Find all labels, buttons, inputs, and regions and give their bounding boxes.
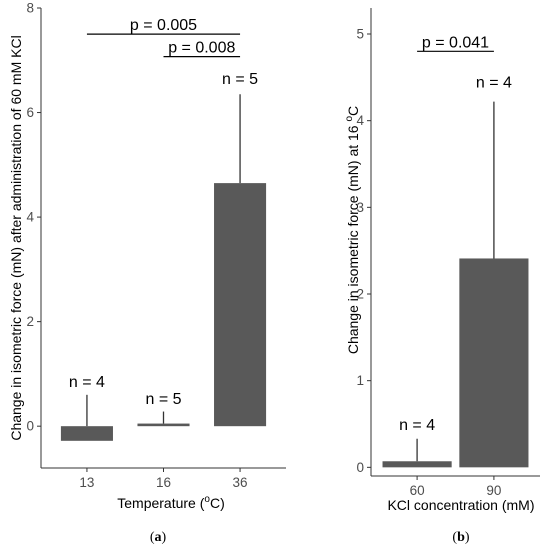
chart-b-x-tick-label: 60 (410, 483, 425, 498)
chart-b-n-label: n = 4 (476, 75, 512, 92)
chart-b-bar (382, 461, 452, 468)
chart-a-marks: 0 2 4 6 8 13 16 36 n = 4 n = 5 n = 5 p = 0.005 p = 0… (26, 1, 286, 490)
chart-b-y-tick-label: 2 (356, 287, 364, 302)
chart-a-significance-label: p = 0.008 (168, 40, 235, 57)
chart-b-y-axis-label-sup: o (344, 116, 355, 122)
chart-a-x-axis-label-sup: o (204, 494, 210, 505)
chart-a-bar (214, 183, 267, 427)
chart-b-y-axis-label-main: Change in isometric force (mN) at 16 (345, 122, 361, 355)
chart-a-x-tick-label: 13 (79, 475, 94, 490)
chart-a-n-label: n = 5 (145, 391, 181, 408)
chart-b-panel-caption: (b) (452, 530, 469, 545)
chart-b-y-tick-label: 4 (356, 113, 364, 128)
chart-b-n-label: n = 4 (399, 417, 435, 434)
chart-a-x-tick-label: 16 (156, 475, 171, 490)
chart-a-y-tick-label: 4 (26, 210, 34, 225)
chart-b-significance-label: p = 0.041 (422, 34, 489, 51)
chart-a-y-tick-label: 8 (26, 1, 34, 16)
chart-a-x-axis-label-main: Temperature ( (117, 495, 204, 511)
chart-b-marks: 0 1 2 3 4 5 60 90 n = 4 n = 4 p = 0.041 (356, 8, 540, 498)
chart-a-n-label: n = 5 (222, 71, 258, 88)
chart-b-y-tick-label: 5 (356, 27, 364, 42)
chart-a-y-tick-label: 6 (26, 105, 34, 120)
chart-b-y-tick-label: 0 (356, 460, 364, 475)
chart-a-panel-caption: (a) (150, 530, 167, 545)
chart-b-x-axis-label: KCl concentration (mM) (387, 497, 534, 513)
chart-b-bar (459, 258, 529, 468)
chart-b-panel-letter: b (457, 530, 465, 545)
chart-a-n-label: n = 4 (69, 374, 105, 391)
chart-a-y-tick-label: 0 (26, 419, 34, 434)
chart-a-bar (60, 426, 113, 441)
chart-a-bar (137, 423, 190, 427)
chart-panel-b: 0 1 2 3 4 5 60 90 n = 4 n = 4 p = 0.041 Change in … (344, 8, 540, 545)
chart-a-y-axis-label: Change in isometric force (mN) after adm… (8, 35, 24, 440)
chart-b-y-tick-label: 1 (356, 373, 364, 388)
chart-b-x-tick-label: 90 (486, 483, 501, 498)
chart-b-y-axis-label-end: C (345, 106, 361, 116)
chart-a-significance-label: p = 0.005 (130, 17, 197, 34)
chart-a-x-axis-label: Temperature (oC) (117, 494, 225, 511)
chart-a-y-tick-label: 2 (26, 314, 34, 329)
chart-b-y-axis-label: Change in isometric force (mN) at 16 oC (344, 106, 361, 354)
chart-a-panel-letter: a (155, 530, 162, 545)
chart-panel-a: 0 2 4 6 8 13 16 36 n = 4 n = 5 n = 5 p = 0.005 p = 0… (8, 1, 286, 545)
chart-a-x-tick-label: 36 (233, 475, 248, 490)
chart-b-y-tick-label: 3 (356, 200, 364, 215)
chart-a-x-axis-label-end: C) (210, 495, 225, 511)
